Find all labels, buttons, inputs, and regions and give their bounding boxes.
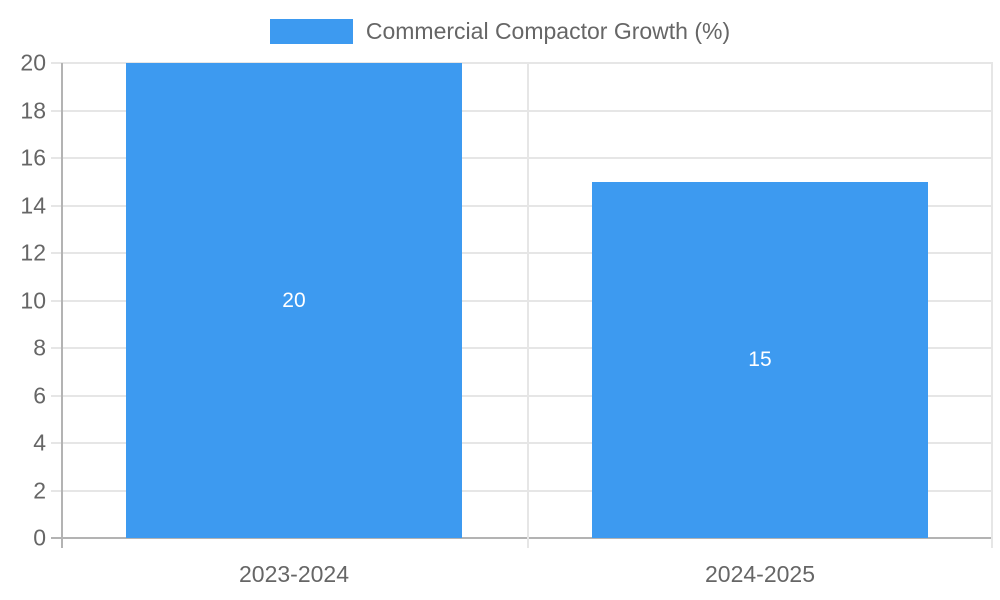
- y-gridline: [51, 394, 993, 397]
- y-tick-label: 14: [20, 192, 46, 218]
- legend-label: Commercial Compactor Growth (%): [365, 18, 731, 44]
- x-tick-label: 2023-2024: [239, 561, 349, 587]
- bar[interactable]: 15: [591, 181, 929, 538]
- y-gridline: [51, 252, 993, 254]
- x-gridline: [527, 63, 529, 548]
- y-tick-label: 0: [33, 524, 46, 551]
- y-tick-label: 2: [33, 477, 46, 503]
- y-tick-label: 8: [33, 334, 46, 361]
- legend[interactable]: Commercial Compactor Growth (%): [0, 18, 1000, 45]
- y-gridline: [51, 299, 993, 302]
- legend-swatch: [269, 19, 353, 45]
- y-tick-label: 4: [33, 429, 46, 456]
- x-gridline: [61, 63, 63, 548]
- y-gridline: [51, 109, 993, 112]
- y-gridline: [51, 157, 993, 159]
- y-gridline: [51, 442, 993, 444]
- y-tick-label: 18: [20, 97, 46, 123]
- y-gridline: [51, 347, 993, 349]
- y-tick-label: 6: [33, 382, 46, 408]
- x-gridline: [991, 63, 993, 548]
- y-gridline: [51, 62, 993, 64]
- bar-value-label: 15: [748, 347, 772, 371]
- y-gridline: [51, 537, 993, 539]
- plot-area: 0 2 4 6 8 10 12 14 16 18 20 20 2023-2024 15 2024-2025: [20, 50, 993, 587]
- y-tick-label: 10: [20, 287, 46, 313]
- y-tick-label: 12: [20, 239, 46, 266]
- y-tick-label: 16: [20, 144, 46, 171]
- bar[interactable]: 20: [125, 63, 463, 538]
- x-tick-label: 2024-2025: [705, 561, 815, 587]
- bar-value-label: 20: [282, 288, 306, 312]
- y-tick-label: 20: [20, 49, 46, 76]
- y-gridline: [51, 204, 993, 207]
- y-gridline: [51, 489, 993, 492]
